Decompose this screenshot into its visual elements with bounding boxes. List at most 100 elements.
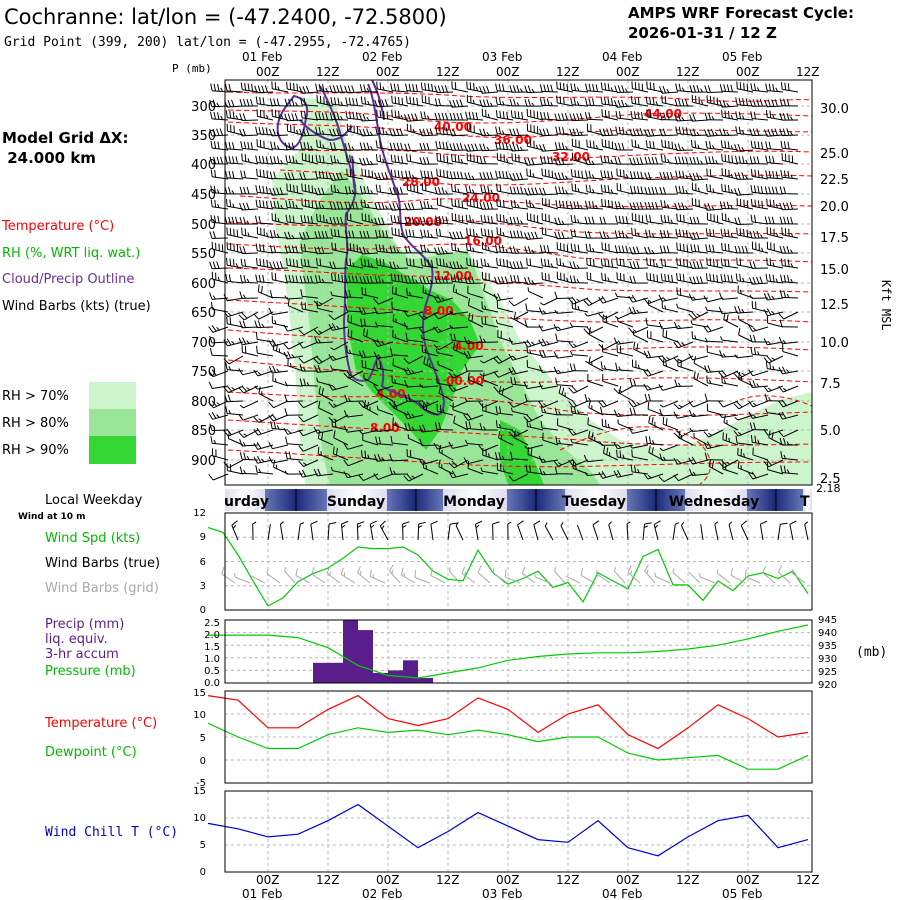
contour-label: 12.00 (434, 269, 472, 283)
wind-barb (748, 380, 769, 388)
wind-barb (510, 311, 529, 320)
wind-barb (553, 324, 574, 332)
wind-barb (314, 112, 334, 121)
wind-barb (632, 359, 649, 372)
pressure-tick: 650 (191, 306, 216, 321)
wind-barb (689, 172, 709, 181)
wind-barb (449, 310, 469, 315)
wind-barb (675, 170, 694, 180)
wind-barb (534, 572, 551, 584)
legend-accum: 3-hr accum (45, 647, 119, 662)
wind-barb (781, 153, 799, 165)
wind-barb (780, 170, 799, 180)
wind-barb (329, 261, 349, 270)
wind-barb (674, 156, 694, 165)
wind-barb (779, 437, 798, 446)
wind-barb (255, 126, 274, 136)
wind-barb (523, 381, 544, 390)
wind-barb (376, 405, 394, 416)
wind-barb (390, 154, 409, 165)
wind-barb (300, 243, 319, 254)
wind-barb (373, 306, 394, 315)
pressure-tick: 400 (191, 158, 216, 173)
wind-barb (509, 172, 529, 181)
wind-barb (451, 198, 469, 210)
wind-barb (599, 231, 619, 239)
wind-barb (498, 430, 514, 446)
wind-barb (345, 303, 364, 313)
wind-barb (762, 565, 776, 584)
wind-barb (376, 109, 394, 121)
wind-barb (706, 168, 724, 180)
wind-barb (496, 462, 514, 475)
wind-barb (226, 198, 244, 210)
top-hour-label: 12Z (316, 65, 340, 79)
wind-barb (464, 276, 484, 285)
wind-barb (693, 433, 709, 446)
wind-barb (452, 284, 469, 299)
wind-barb (328, 414, 349, 424)
wind-barb (404, 143, 424, 152)
wind-barb (553, 351, 574, 359)
wind-ytick: 3 (200, 581, 206, 592)
wind-barb (779, 128, 799, 137)
wind-barb (538, 382, 559, 390)
wind-barb (509, 128, 529, 137)
wind-barb (297, 522, 305, 541)
wind-barb (374, 202, 394, 210)
wind-barb (570, 214, 589, 225)
wind-barb (598, 341, 619, 350)
wind-barb (403, 411, 424, 420)
wind-barb (358, 350, 379, 359)
top-hour-label: 00Z (256, 65, 280, 79)
wind-barb (405, 83, 424, 93)
wind-barb (542, 432, 559, 446)
wind-barb (343, 425, 364, 433)
weekday-name: Sunday (327, 494, 385, 510)
wind-barb (643, 368, 664, 377)
wind-barb (465, 111, 484, 121)
wind-barb (332, 446, 349, 461)
wind-barb (226, 227, 244, 239)
wind-barb (659, 444, 679, 452)
wind-barb (328, 383, 349, 391)
temp-panel-plot (207, 691, 812, 783)
pressure-tick: 500 (191, 218, 216, 233)
wind-barb (778, 385, 799, 393)
wind-barb (301, 183, 319, 195)
wind-barb (346, 257, 364, 269)
wind-barb (256, 109, 274, 121)
wind-barb (434, 276, 454, 284)
wind-barb (391, 109, 409, 121)
wind-barb (420, 334, 439, 343)
wind-barb (466, 123, 484, 136)
wind-barb (766, 226, 784, 239)
wind-barb (300, 289, 319, 299)
wind-barb (585, 184, 604, 195)
wind-barb (614, 292, 634, 299)
wind-barb (646, 81, 664, 93)
wind-barb (714, 521, 719, 541)
forecast-title: AMPS WRF Forecast Cycle: (628, 4, 854, 22)
wind-barb (467, 298, 484, 313)
wind-barb (627, 565, 641, 584)
wind-barb (706, 95, 724, 107)
wind-barb (390, 214, 409, 225)
height-tick: 10.0 (820, 336, 849, 351)
wind-barb (587, 373, 604, 387)
pressure-tick: 900 (191, 454, 216, 469)
wind-barb (311, 566, 326, 584)
wind-barb (509, 230, 529, 239)
wind-barb (283, 427, 304, 435)
wind-ytick: 0 (200, 605, 206, 616)
wind-barb (614, 142, 633, 151)
wind-barb (467, 285, 484, 299)
wind-barb (524, 187, 544, 196)
wind-barb (560, 522, 569, 541)
wind-barb (481, 301, 499, 313)
wind-barb (526, 359, 544, 372)
wind-barb (463, 457, 484, 465)
wind-barb (614, 85, 634, 93)
wind-barb (601, 272, 619, 284)
wind-barb (764, 99, 784, 108)
